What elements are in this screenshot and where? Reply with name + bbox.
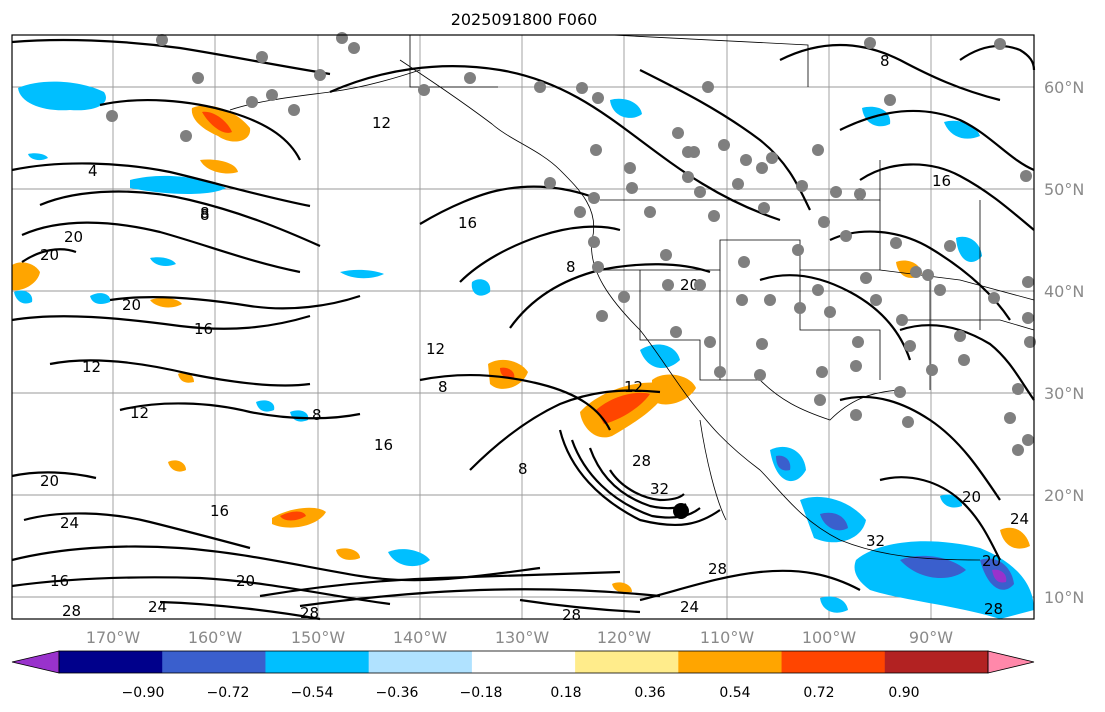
contour-label: 4 — [88, 162, 98, 180]
lon-label: 160°W — [188, 628, 243, 647]
lon-label: 130°W — [495, 628, 550, 647]
contour-label: 28 — [984, 600, 1003, 618]
colorbar-tick-label: 0.36 — [634, 685, 665, 701]
contour-label: 20 — [680, 276, 699, 294]
contour-label: 28 — [562, 606, 581, 624]
contour-label: 8 — [200, 206, 210, 224]
contour-label: 24 — [148, 598, 167, 616]
lon-label: 110°W — [700, 628, 755, 647]
contour-label: 12 — [130, 404, 149, 422]
colorbar-tick-label: 0.18 — [550, 685, 581, 701]
contour-label: 32 — [650, 480, 669, 498]
lon-label: 90°W — [909, 628, 953, 647]
contour-label: 16 — [194, 320, 213, 338]
map-title: 2025091800 F060 — [450, 10, 598, 29]
contour-label: 20 — [236, 572, 255, 590]
storm-center-marker — [673, 503, 689, 519]
contour-label: 28 — [632, 452, 651, 470]
contour-label: 8 — [880, 52, 890, 70]
contour-label: 20 — [40, 472, 59, 490]
gridlines — [12, 35, 1034, 619]
lat-label: 20°N — [1044, 486, 1084, 505]
lon-label: 100°W — [802, 628, 857, 647]
colorbar-extend-min — [11, 650, 60, 674]
contour-label: 20 — [40, 246, 59, 264]
colorbar-segment — [678, 651, 783, 673]
colorbar-tick-label: 0.54 — [719, 685, 750, 701]
colorbar-segment — [162, 651, 266, 673]
lon-label: 140°W — [393, 628, 448, 647]
contour-label: 8 — [312, 406, 322, 424]
longitude-labels: 170°W 160°W 150°W 140°W 130°W 120°W 110°… — [86, 628, 953, 647]
colorbar-segment — [471, 651, 576, 673]
colorbar-segment — [59, 651, 163, 673]
political-borders — [409, 34, 1035, 421]
contour-label: 20 — [982, 552, 1001, 570]
colorbar-tick-label: −0.54 — [291, 685, 334, 701]
contour-label: 12 — [82, 358, 101, 376]
contour-label: 8 — [518, 460, 528, 478]
contour-label: 28 — [62, 602, 81, 620]
colorbar-outline — [58, 650, 989, 674]
contour-label: 24 — [60, 514, 79, 532]
contour-label: 16 — [374, 436, 393, 454]
lat-label: 60°N — [1044, 78, 1084, 97]
contour-label: 28 — [708, 560, 727, 578]
contour-label: 8 — [566, 258, 576, 276]
contour-label: 16 — [210, 502, 229, 520]
lat-label: 10°N — [1044, 588, 1084, 607]
colorbar-tick-label: −0.36 — [376, 685, 419, 701]
contour-label: 32 — [866, 532, 885, 550]
contour-label: 16 — [932, 172, 951, 190]
contour-label: 20 — [962, 488, 981, 506]
lat-label: 50°N — [1044, 180, 1084, 199]
colorbar-segment — [265, 651, 370, 673]
contour-label: 20 — [64, 228, 83, 246]
colorbar-tick-labels: −0.90 −0.72 −0.54 −0.36 −0.18 0.18 0.36 … — [122, 685, 920, 701]
map-frame — [11, 34, 1035, 620]
colorbar-segment — [368, 651, 473, 673]
lat-label: 30°N — [1044, 384, 1084, 403]
colorbar-tick-label: −0.18 — [460, 685, 503, 701]
colorbar-segment — [575, 651, 679, 673]
station-markers — [106, 32, 1036, 456]
colorbar-tick-label: −0.90 — [122, 685, 165, 701]
latitude-labels: 60°N 50°N 40°N 30°N 20°N 10°N — [1044, 78, 1084, 607]
colorbar-extend-max — [987, 650, 1035, 674]
lon-label: 170°W — [86, 628, 141, 647]
lat-label: 40°N — [1044, 282, 1084, 301]
contour-label: 8 — [200, 204, 210, 222]
contour-label: 20 — [122, 296, 141, 314]
colorbar-tick-label: −0.72 — [207, 685, 250, 701]
contour-label: 12 — [372, 114, 391, 132]
contour-label: 28 — [300, 604, 319, 622]
colorbar-segment — [884, 651, 989, 673]
contour-label: 12 — [624, 378, 643, 396]
colorbar — [11, 650, 1035, 674]
contour-label: 8 — [438, 378, 448, 396]
contour-label: 12 — [426, 340, 445, 358]
contour-label: 16 — [50, 572, 69, 590]
colorbar-tick-label: 0.72 — [803, 685, 834, 701]
contour-label: 24 — [1010, 510, 1029, 528]
lon-label: 120°W — [597, 628, 652, 647]
colorbar-segment — [781, 651, 886, 673]
colorbar-tick-label: 0.90 — [888, 685, 919, 701]
lon-label: 150°W — [291, 628, 346, 647]
contour-label: 24 — [680, 598, 699, 616]
shaded-fields — [12, 81, 1034, 619]
contour-label: 16 — [458, 214, 477, 232]
